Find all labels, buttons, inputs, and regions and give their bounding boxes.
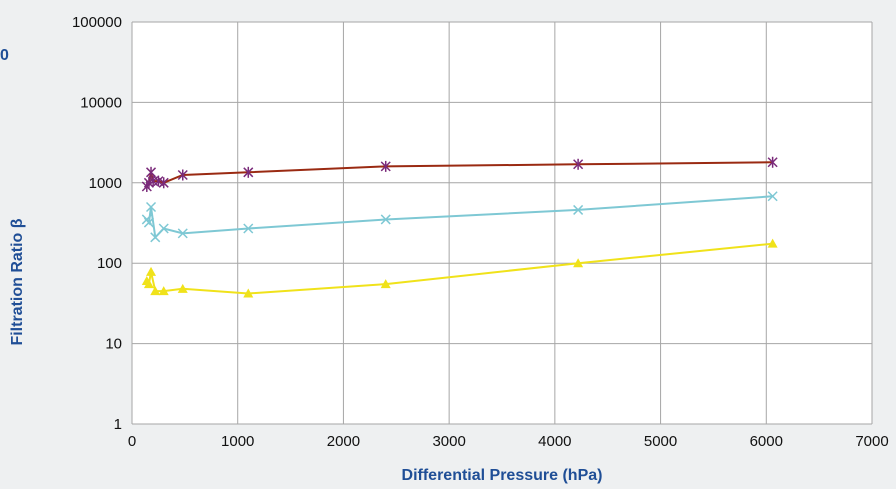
grid [131,21,873,425]
data-point [177,228,188,239]
x-tick-label: 2000 [327,433,360,450]
data-point [145,166,157,178]
data-point [158,286,169,296]
y-tick-label: 1 [114,416,122,433]
data-point [146,266,157,276]
data-point [143,279,154,289]
x-tick-label: 1000 [221,433,254,450]
data-point [177,283,188,293]
series-2-line [145,195,773,240]
data-point [143,217,154,228]
x-tick-label: 3000 [432,433,465,450]
y-tick-label: 100 [97,255,122,272]
cut-off-label: 0 [0,47,9,64]
x-axis-title: Differential Pressure (hPa) [402,467,603,484]
data-point [767,156,778,168]
x-tick-label: 0 [128,433,136,450]
y-tick-label: 1000 [89,175,122,192]
data-point [573,204,584,215]
data-point [380,214,391,225]
data-point [380,279,391,289]
data-point [767,238,778,248]
y-tick-label: 10 [105,336,122,353]
data-point [380,160,391,172]
series-3 [141,238,778,298]
tick-labels: 0 1000 2000 3000 4000 5000 6000 7000 1 10 100 1000 1… [72,14,889,450]
data-point [158,223,169,234]
y-tick-label: 10000 [80,94,122,111]
data-point [767,191,778,202]
y-tick-label: 100000 [72,14,122,31]
data-point [243,288,254,298]
x-tick-label: 4000 [538,433,571,450]
series-1 [141,156,778,192]
data-point [573,258,584,268]
data-point [150,286,161,296]
data-point [573,158,584,170]
data-point [243,223,254,234]
series-layer [141,156,778,298]
data-point [243,166,254,178]
data-point [158,177,169,189]
x-tick-label: 5000 [644,433,677,450]
data-point [150,232,161,243]
x-tick-label: 7000 [855,433,888,450]
series-3-line [145,242,773,295]
plot-area [132,22,872,424]
y-axis-title: Filtration Ratio β [9,218,26,345]
series-2 [141,191,778,243]
x-tick-label: 6000 [750,433,783,450]
data-point [145,201,157,213]
data-point [177,169,188,181]
